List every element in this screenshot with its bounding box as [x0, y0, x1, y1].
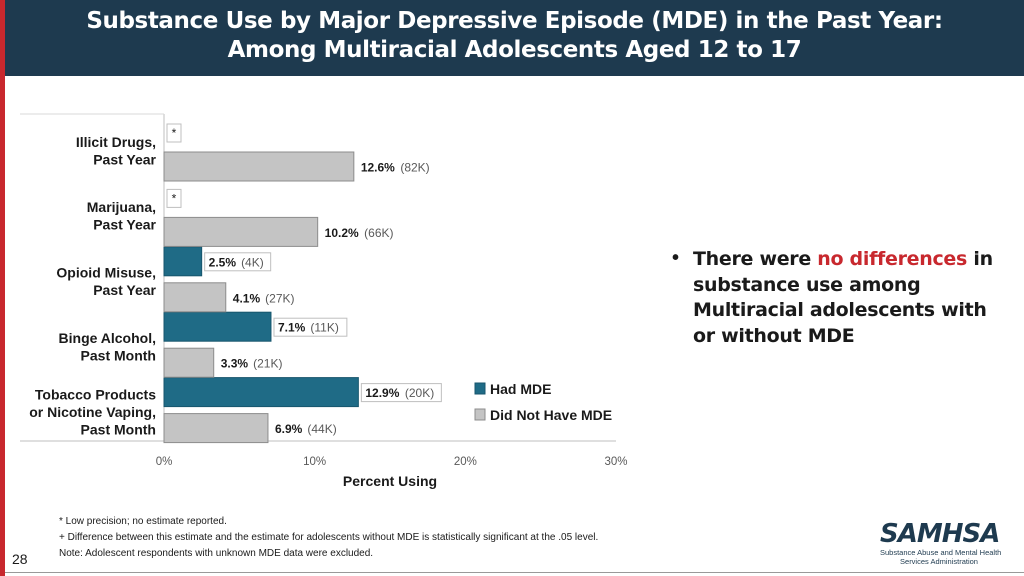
suppressed-marker-box — [166, 188, 182, 208]
bar-count-label: (21K) — [253, 357, 282, 371]
bar-value-label: 12.9% — [365, 386, 399, 400]
bar-count-label: (20K) — [405, 386, 434, 400]
x-axis-title: Percent Using — [343, 473, 437, 489]
bar-value-label: 2.5% — [209, 255, 237, 269]
bar-count-label: (4K) — [241, 255, 264, 269]
bar-count-label: (27K) — [265, 291, 294, 305]
page-number: 28 — [12, 551, 28, 567]
category-label: Marijuana, — [87, 199, 156, 215]
bar-had-mde — [163, 377, 359, 408]
bottom-divider — [5, 572, 1024, 573]
bar-value-label: 10.2% — [325, 226, 359, 240]
x-tick-label: 10% — [303, 456, 326, 468]
samhsa-logo: SAMHSA Substance Abuse and Mental Health… — [880, 519, 1002, 566]
category-label: Tobacco Products — [35, 387, 156, 403]
page-title-line-2: Among Multiracial Adolescents Aged 12 to… — [227, 37, 802, 63]
bar-count-label: (44K) — [307, 422, 336, 436]
bar-had-mde — [163, 246, 203, 277]
bar-value-label: 12.6% — [361, 161, 395, 175]
bar-did-not-have-mde — [163, 282, 227, 313]
bar-value-label: 6.9% — [275, 422, 303, 436]
category-label: Opioid Misuse, — [56, 265, 156, 281]
bar-did-not-have-mde — [163, 347, 215, 378]
category-label: Past Month — [81, 422, 156, 438]
category-label: Binge Alcohol, — [59, 330, 156, 346]
bar-value-label: 3.3% — [221, 357, 249, 371]
suppressed-marker: * — [172, 191, 177, 205]
bullet-point: • — [672, 247, 680, 269]
bar-value-label: 7.1% — [278, 321, 306, 335]
bar-did-not-have-mde — [163, 413, 269, 444]
key-finding-highlight: no differences — [817, 248, 968, 270]
key-finding-prefix: There were — [693, 248, 818, 270]
suppressed-marker: * — [172, 126, 177, 140]
bar-count-label: (82K) — [400, 161, 429, 175]
footnote-low-precision: * Low precision; no estimate reported. — [59, 516, 227, 527]
bar-had-mde — [163, 311, 272, 342]
suppressed-marker-box — [166, 123, 182, 143]
left-accent-stripe — [0, 0, 5, 576]
category-label: Past Year — [93, 282, 156, 298]
page-title-line-1: Substance Use by Major Depressive Episod… — [86, 8, 943, 34]
x-tick-label: 20% — [454, 456, 477, 468]
samhsa-subtitle-2: Services Administration — [900, 557, 978, 566]
key-finding-suffix: in substance use among Multiracial adole… — [693, 248, 993, 347]
x-tick-label: 30% — [604, 456, 627, 468]
samhsa-wordmark: SAMHSA — [880, 519, 1000, 549]
bar-did-not-have-mde — [163, 216, 319, 247]
legend-swatch-had-mde — [474, 382, 486, 395]
value-label-box — [204, 252, 272, 272]
footnote-significance: + Difference between this estimate and t… — [59, 532, 599, 543]
legend-label: Did Not Have MDE — [490, 407, 612, 423]
legend-label: Had MDE — [490, 381, 551, 397]
category-label: Past Year — [93, 217, 156, 233]
bar-count-label: (66K) — [364, 226, 393, 240]
category-label: Past Month — [81, 347, 156, 363]
legend-swatch-did-not-have-mde — [474, 408, 486, 421]
category-label: Past Year — [93, 151, 156, 167]
title-banner: Substance Use by Major Depressive Episod… — [5, 0, 1024, 76]
bar-did-not-have-mde — [163, 151, 355, 182]
key-finding-text: There were no differences in substance u… — [693, 247, 998, 349]
bar-value-label: 4.1% — [233, 291, 261, 305]
category-label: or Nicotine Vaping, — [29, 404, 156, 420]
category-label: Illicit Drugs, — [76, 134, 156, 150]
value-label-box — [360, 383, 442, 403]
value-label-box — [273, 317, 348, 337]
footnote-note: Note: Adolescent respondents with unknow… — [59, 548, 374, 559]
x-tick-label: 0% — [156, 456, 173, 468]
bar-count-label: (11K) — [310, 321, 338, 335]
samhsa-subtitle-1: Substance Abuse and Mental Health — [880, 548, 1002, 557]
